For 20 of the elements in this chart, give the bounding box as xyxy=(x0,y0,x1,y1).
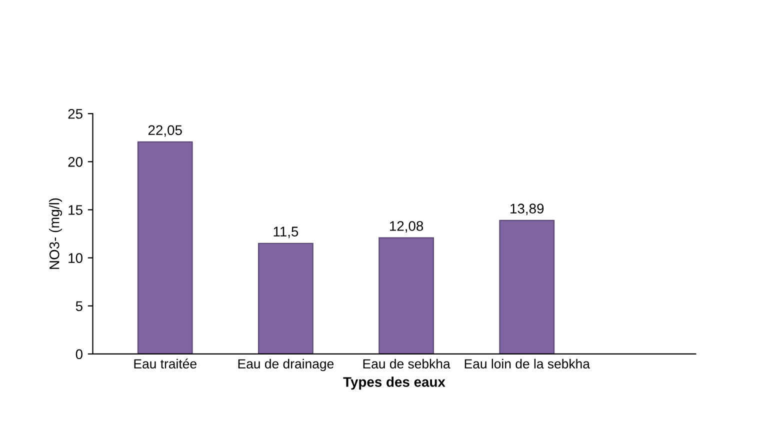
bar xyxy=(258,242,314,354)
x-tick-label: Eau de drainage xyxy=(238,358,334,372)
x-tick-label: Eau de sebkha xyxy=(363,358,450,369)
data-label: 12,08 xyxy=(390,221,424,233)
bar xyxy=(378,237,434,354)
data-label: 13,89 xyxy=(510,204,544,216)
y-tick-label: 5 xyxy=(76,301,82,312)
data-label: 11,5 xyxy=(274,226,298,238)
y-tick-label: 25 xyxy=(68,108,82,119)
x-tick-label: Eau loin de la sebkha xyxy=(464,358,590,369)
x-tick-label: Eau traitée xyxy=(134,358,196,369)
y-axis-title: NO3- (mg/l) xyxy=(49,198,62,269)
y-tick-label: 15 xyxy=(68,205,82,215)
bar xyxy=(137,141,193,354)
data-label: 22,05 xyxy=(148,125,182,137)
y-tick-label: 10 xyxy=(68,253,82,263)
y-tick-label: 20 xyxy=(68,157,82,167)
bar xyxy=(499,220,555,354)
x-axis-title: Types des eaux xyxy=(343,376,446,390)
y-tick-label: 0 xyxy=(76,349,82,360)
